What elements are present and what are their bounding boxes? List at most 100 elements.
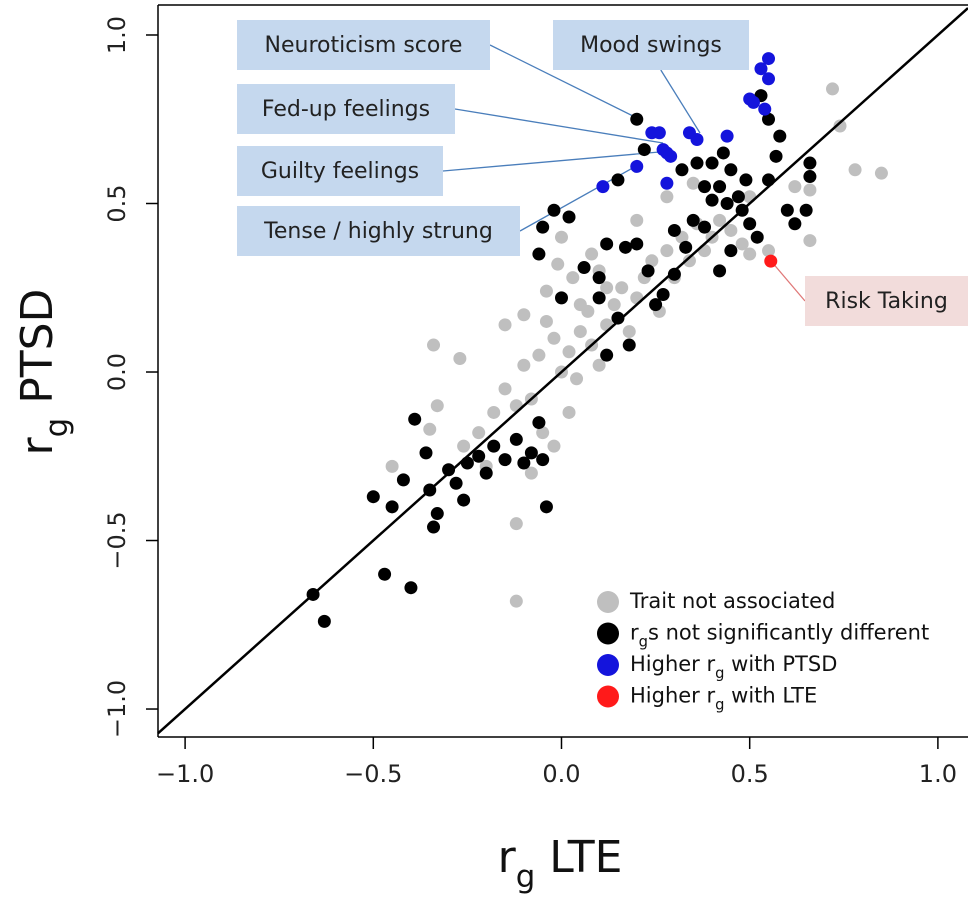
- point: [825, 82, 839, 96]
- point: [536, 220, 550, 234]
- point: [630, 213, 644, 227]
- point: [803, 234, 817, 248]
- label-part: r: [630, 621, 639, 645]
- point: [562, 345, 576, 359]
- point: [743, 217, 757, 231]
- label-part: Higher r: [630, 684, 715, 708]
- point: [442, 463, 456, 477]
- point: [457, 493, 471, 507]
- point: [539, 284, 553, 298]
- annotation-box: [805, 276, 968, 326]
- point: [690, 156, 704, 170]
- point: [713, 213, 727, 227]
- point: [762, 173, 776, 187]
- points: [306, 52, 888, 628]
- point: [724, 244, 738, 258]
- point: [509, 432, 523, 446]
- x-tick-label: −0.5: [344, 760, 402, 788]
- point: [487, 405, 501, 419]
- point: [731, 190, 745, 204]
- point: [652, 126, 666, 140]
- point: [430, 399, 444, 413]
- point: [524, 466, 538, 480]
- legend-marker: [597, 591, 619, 613]
- point: [498, 318, 512, 332]
- point: [539, 500, 553, 514]
- point: [743, 247, 757, 261]
- point: [366, 490, 380, 504]
- label-part: r: [498, 832, 517, 883]
- point: [622, 338, 636, 352]
- label-part: LTE: [535, 832, 622, 883]
- legend-label: Higher rg with PTSD: [630, 652, 837, 682]
- point: [615, 281, 629, 295]
- point: [596, 180, 610, 194]
- y-tick-label: 0.0: [103, 353, 131, 391]
- point: [517, 456, 531, 470]
- point: [585, 247, 599, 261]
- legend-marker: [597, 685, 619, 708]
- point: [536, 453, 550, 467]
- x-tick-label: 0.5: [731, 760, 769, 788]
- point: [660, 244, 674, 258]
- y-axis-label: rg PTSD: [12, 289, 75, 456]
- point: [600, 348, 614, 362]
- point: [788, 180, 802, 194]
- point: [618, 240, 632, 254]
- point: [803, 170, 817, 184]
- point: [679, 240, 693, 254]
- point: [498, 453, 512, 467]
- point: [799, 203, 813, 217]
- point: [660, 176, 674, 190]
- annotation-box: [237, 206, 520, 256]
- subscript: g: [516, 859, 536, 895]
- point: [524, 446, 538, 460]
- point: [427, 520, 441, 534]
- point: [682, 254, 696, 268]
- legend-marker: [597, 622, 619, 645]
- annotation-text: Guilty feelings: [261, 159, 419, 184]
- point: [656, 287, 670, 301]
- point: [630, 159, 644, 173]
- point: [750, 230, 764, 244]
- point: [705, 156, 719, 170]
- point: [532, 416, 546, 430]
- point: [641, 264, 655, 278]
- y-tick-label: −0.5: [103, 511, 131, 569]
- point: [803, 156, 817, 170]
- point: [378, 567, 392, 581]
- point: [408, 412, 422, 426]
- point: [762, 244, 776, 258]
- point: [573, 325, 587, 339]
- point: [449, 476, 463, 490]
- label-part: with PTSD: [724, 652, 837, 676]
- point: [479, 466, 493, 480]
- point: [660, 190, 674, 204]
- annotation-text: Tense / highly strung: [263, 219, 493, 244]
- point: [547, 439, 561, 453]
- point: [600, 237, 614, 251]
- point: [713, 180, 727, 194]
- point: [622, 325, 636, 339]
- point: [509, 594, 523, 608]
- annotation-text: Fed-up feelings: [262, 97, 430, 122]
- point: [780, 203, 794, 217]
- y-tick-label: 1.0: [103, 16, 131, 54]
- point: [686, 213, 700, 227]
- point: [460, 456, 474, 470]
- point: [630, 237, 644, 251]
- point: [611, 311, 625, 325]
- point: [675, 163, 689, 177]
- point: [472, 426, 486, 440]
- point: [600, 281, 614, 295]
- point: [788, 217, 802, 231]
- identity-line: [157, 7, 968, 735]
- point: [764, 254, 778, 268]
- point: [600, 318, 614, 332]
- point: [667, 267, 681, 281]
- point: [509, 517, 523, 531]
- point: [667, 223, 681, 237]
- point: [803, 183, 817, 197]
- point: [754, 62, 768, 76]
